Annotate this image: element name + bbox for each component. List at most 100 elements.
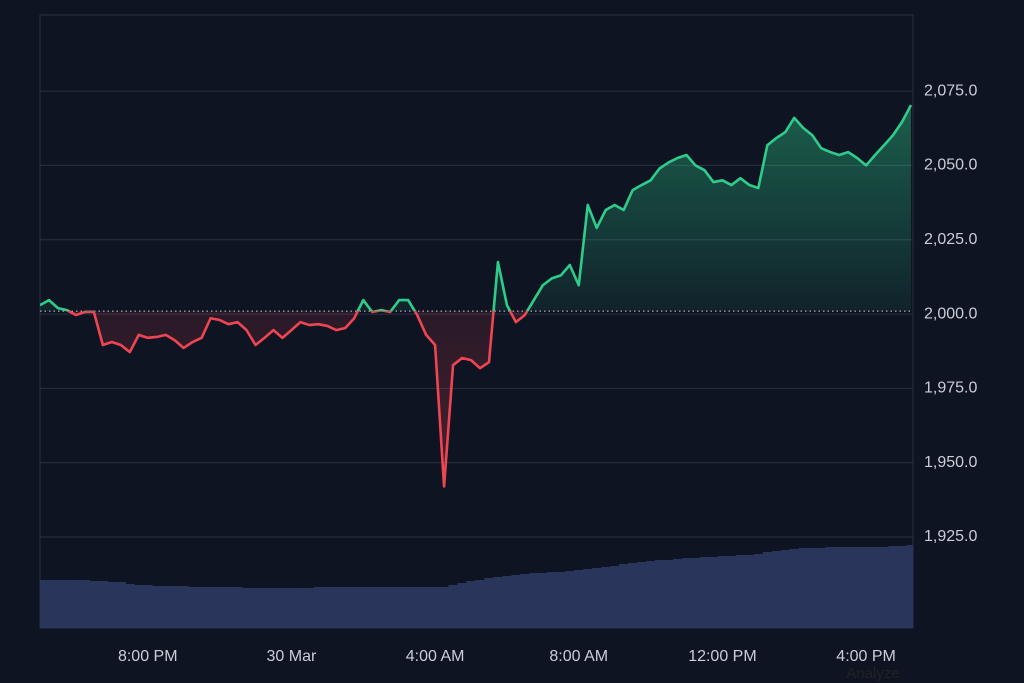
volume-bar xyxy=(574,570,584,628)
volume-bar xyxy=(565,571,575,628)
volume-bar xyxy=(681,558,692,628)
volume-bar xyxy=(744,555,755,628)
volume-bar xyxy=(852,547,863,628)
volume-bar xyxy=(879,547,890,628)
volume-bar xyxy=(789,549,800,628)
y-tick-label: 1,925.0 xyxy=(924,528,977,545)
volume-bar xyxy=(511,575,521,628)
y-tick-label: 2,000.0 xyxy=(924,305,977,322)
volume-bar xyxy=(98,581,108,628)
volume-bar xyxy=(520,574,530,628)
y-tick-label: 1,950.0 xyxy=(924,454,977,471)
volume-bar xyxy=(367,587,378,628)
volume-bar xyxy=(735,555,746,628)
volume-bar xyxy=(780,550,791,628)
volume-bar xyxy=(170,586,180,628)
volume-bar xyxy=(385,587,396,628)
volume-bar xyxy=(870,547,881,628)
volume-bar xyxy=(672,559,683,628)
volume-bar xyxy=(125,584,135,628)
volume-bar xyxy=(538,573,548,628)
volume-bar xyxy=(232,587,243,628)
volume-bar xyxy=(40,580,45,628)
volume-bar xyxy=(107,582,117,628)
volume-bar xyxy=(421,587,432,628)
volume-bar xyxy=(807,548,818,628)
volume-bar xyxy=(753,554,764,628)
volume-bar xyxy=(645,561,656,628)
volume-bar xyxy=(304,588,315,628)
volume-bar xyxy=(592,568,602,628)
volume-bar xyxy=(484,578,494,628)
volume-bar xyxy=(690,558,701,628)
volume-bar xyxy=(843,547,854,628)
volume-bar xyxy=(116,582,126,628)
volume-bar xyxy=(206,587,216,628)
volume-bar xyxy=(188,587,198,628)
volume-bar xyxy=(448,585,459,628)
volume-bar xyxy=(179,586,189,628)
volume-bar xyxy=(295,588,306,628)
x-tick-label: 4:00 AM xyxy=(406,648,465,665)
x-tick-label: 8:00 PM xyxy=(118,648,178,665)
volume-bar xyxy=(322,587,333,628)
volume-bar xyxy=(358,587,369,628)
volume-bar xyxy=(259,588,270,628)
volume-bar xyxy=(708,557,719,628)
baseline-fill xyxy=(40,105,911,487)
y-tick-label: 2,050.0 xyxy=(924,157,977,174)
volume-bar xyxy=(816,548,827,628)
y-tick-label: 2,025.0 xyxy=(924,231,977,248)
plot-area xyxy=(40,104,913,628)
volume-bar xyxy=(475,580,485,628)
volume-bar xyxy=(906,545,913,628)
volume-bar xyxy=(825,547,836,628)
volume-bar xyxy=(268,588,279,628)
volume-bar xyxy=(888,546,899,628)
volume-bar xyxy=(80,580,90,628)
volume-bar xyxy=(134,585,144,628)
volume-bar xyxy=(583,569,593,628)
volume-bar xyxy=(223,587,234,628)
x-tick-label: 12:00 PM xyxy=(688,648,756,665)
y-tick-label: 1,975.0 xyxy=(924,380,977,397)
volume-bar xyxy=(89,581,99,628)
volume-bar xyxy=(493,577,503,628)
volume-bar xyxy=(502,576,512,628)
volume-bar xyxy=(771,551,782,628)
volume-bar xyxy=(62,580,72,628)
volume-bar xyxy=(214,587,225,628)
volume-bar xyxy=(376,587,387,628)
volume-bar xyxy=(654,560,665,628)
volume-bar xyxy=(44,580,54,628)
watermark: Analyze xyxy=(846,665,899,682)
volume-bar xyxy=(610,566,620,628)
volume-bar xyxy=(403,587,414,628)
price-line xyxy=(40,104,913,488)
volume-bar xyxy=(430,587,441,628)
volume-bar xyxy=(439,587,450,628)
volume-bar xyxy=(547,572,557,628)
volume-bar xyxy=(286,588,297,628)
y-tick-label: 2,075.0 xyxy=(924,82,977,99)
volume-bar xyxy=(628,563,638,628)
volume-bar xyxy=(834,547,845,628)
volume-bar xyxy=(619,564,629,628)
volume-bar xyxy=(340,587,351,628)
x-tick-label: 4:00 PM xyxy=(836,648,896,665)
volume-bar xyxy=(897,546,908,628)
volume-bar xyxy=(71,580,81,628)
x-tick-label: 30 Mar xyxy=(267,648,317,665)
volume-bar xyxy=(197,587,207,628)
volume-bar xyxy=(556,572,566,628)
volume-bar xyxy=(277,588,288,628)
volume-bar xyxy=(161,586,171,628)
volume-bar xyxy=(394,587,405,628)
volume-bar xyxy=(241,588,252,628)
volume-bar xyxy=(313,587,324,628)
volume-bar xyxy=(412,587,423,628)
volume-bar xyxy=(726,556,737,628)
volume-bar xyxy=(663,560,674,628)
volume-bar xyxy=(250,588,261,628)
